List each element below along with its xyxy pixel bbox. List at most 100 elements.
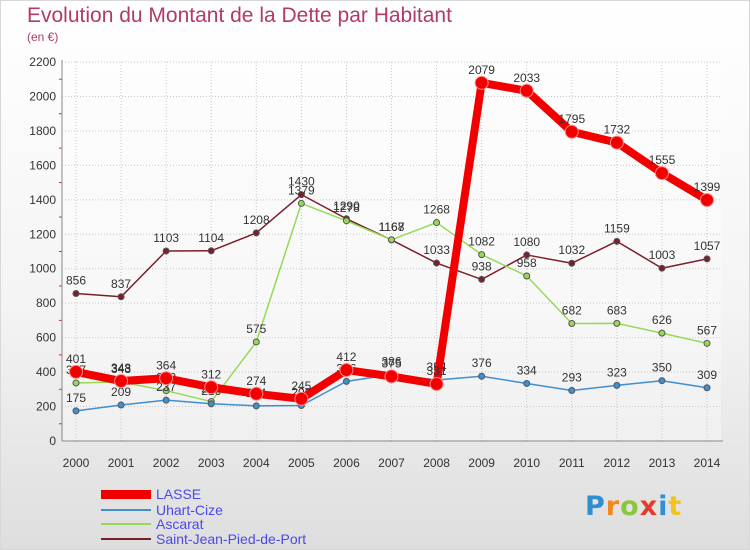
data-label-lasse: 401 bbox=[66, 352, 86, 366]
x-tick-label: 2000 bbox=[63, 456, 90, 470]
y-tick-label: 1000 bbox=[29, 262, 56, 276]
data-point-uhart-cize bbox=[523, 379, 531, 387]
data-label-ascarat: 683 bbox=[607, 303, 627, 317]
data-point-uhart-cize bbox=[478, 372, 486, 380]
data-point-lasse bbox=[654, 166, 669, 181]
data-point-saint-jean-pied-de-port bbox=[658, 264, 666, 272]
data-point-lasse bbox=[159, 371, 174, 386]
y-tick-label: 1200 bbox=[29, 227, 56, 241]
data-label-lasse: 1399 bbox=[694, 180, 721, 194]
data-label-saint-jean-pied-de-port: 1003 bbox=[649, 248, 676, 262]
data-label-lasse: 2033 bbox=[513, 71, 540, 85]
data-label-ascarat: 1268 bbox=[423, 203, 450, 217]
legend-swatch-uhart-cize bbox=[101, 509, 151, 511]
data-point-uhart-cize bbox=[252, 402, 260, 410]
y-tick-label: 1400 bbox=[29, 193, 56, 207]
x-tick-label: 2012 bbox=[604, 456, 631, 470]
data-point-saint-jean-pied-de-port bbox=[252, 229, 260, 237]
chart-subtitle: (en €) bbox=[27, 30, 59, 44]
x-tick-label: 2007 bbox=[378, 456, 405, 470]
x-tick-label: 2003 bbox=[198, 456, 225, 470]
data-label-ascarat: 1379 bbox=[288, 183, 315, 197]
data-point-lasse bbox=[700, 192, 714, 207]
x-tick-label: 2002 bbox=[153, 456, 180, 470]
legend-label: Saint-Jean-Pied-de-Port bbox=[156, 531, 307, 547]
data-label-saint-jean-pied-de-port: 1208 bbox=[243, 213, 270, 227]
data-point-ascarat bbox=[252, 338, 260, 346]
data-label-ascarat: 626 bbox=[652, 313, 672, 327]
data-point-uhart-cize bbox=[613, 381, 621, 389]
data-label-uhart-cize: 334 bbox=[517, 363, 537, 377]
data-label-ascarat: 1082 bbox=[468, 235, 495, 249]
data-label-saint-jean-pied-de-port: 1033 bbox=[423, 243, 450, 257]
data-label-ascarat: 343 bbox=[111, 362, 131, 376]
data-point-ascarat bbox=[568, 320, 576, 328]
x-tick-label: 2014 bbox=[694, 456, 721, 470]
data-label-saint-jean-pied-de-port: 1103 bbox=[153, 231, 179, 245]
data-point-uhart-cize bbox=[207, 400, 215, 408]
data-label-lasse: 274 bbox=[246, 374, 266, 388]
data-point-ascarat bbox=[342, 217, 350, 225]
legend-item-lasse: LASSE bbox=[101, 486, 201, 502]
data-point-saint-jean-pied-de-port bbox=[117, 293, 125, 301]
x-tick-label: 2008 bbox=[423, 456, 450, 470]
data-point-ascarat bbox=[388, 236, 395, 244]
data-point-uhart-cize bbox=[568, 387, 576, 395]
data-point-lasse bbox=[384, 369, 399, 384]
data-point-saint-jean-pied-de-port bbox=[207, 247, 215, 255]
data-point-saint-jean-pied-de-port bbox=[523, 251, 531, 259]
logo-letter: x bbox=[639, 491, 659, 522]
data-point-uhart-cize bbox=[162, 396, 170, 404]
data-point-lasse bbox=[429, 376, 444, 391]
y-tick-label: 1800 bbox=[29, 124, 56, 138]
data-label-uhart-cize: 323 bbox=[607, 365, 627, 379]
data-point-saint-jean-pied-de-port bbox=[433, 259, 441, 267]
data-label-saint-jean-pied-de-port: 1159 bbox=[604, 221, 630, 235]
legend-label: Uhart-Cize bbox=[156, 502, 223, 518]
data-label-saint-jean-pied-de-port: 856 bbox=[66, 274, 86, 288]
data-label-saint-jean-pied-de-port: 1104 bbox=[198, 231, 224, 245]
chart-title: Evolution du Montant de la Dette par Hab… bbox=[27, 4, 452, 27]
data-label-saint-jean-pied-de-port: 1080 bbox=[513, 235, 540, 249]
data-label-saint-jean-pied-de-port: 938 bbox=[472, 259, 492, 273]
data-label-saint-jean-pied-de-port: 1057 bbox=[694, 239, 721, 253]
legend-label: Ascarat bbox=[156, 516, 204, 532]
data-point-uhart-cize bbox=[117, 401, 125, 409]
y-tick-label: 0 bbox=[49, 434, 56, 448]
data-label-uhart-cize: 376 bbox=[472, 356, 492, 370]
data-label-uhart-cize: 309 bbox=[697, 368, 717, 382]
data-point-ascarat bbox=[703, 339, 711, 347]
y-tick-label: 1600 bbox=[29, 158, 56, 172]
data-label-lasse: 2079 bbox=[468, 63, 495, 77]
x-tick-label: 2013 bbox=[649, 456, 676, 470]
data-point-saint-jean-pied-de-port bbox=[162, 247, 170, 255]
data-label-uhart-cize: 293 bbox=[562, 371, 582, 385]
data-point-lasse bbox=[564, 124, 579, 139]
legend-item-saint-jean-pied-de-port: Saint-Jean-Pied-de-Port bbox=[101, 531, 306, 547]
data-point-saint-jean-pied-de-port bbox=[72, 290, 80, 298]
data-label-lasse: 412 bbox=[336, 350, 356, 364]
y-tick-label: 600 bbox=[36, 331, 56, 345]
data-point-ascarat bbox=[523, 272, 531, 280]
data-point-ascarat bbox=[162, 387, 170, 395]
data-label-saint-jean-pied-de-port: 1430 bbox=[288, 175, 315, 189]
data-label-ascarat: 1168 bbox=[379, 220, 405, 234]
data-label-lasse: 375 bbox=[381, 356, 401, 370]
y-tick-label: 800 bbox=[36, 296, 56, 310]
x-tick-label: 2011 bbox=[559, 456, 585, 470]
data-point-lasse bbox=[294, 391, 309, 406]
y-tick-label: 400 bbox=[36, 365, 56, 379]
data-label-lasse: 1555 bbox=[649, 153, 676, 167]
data-label-lasse: 364 bbox=[156, 358, 176, 372]
y-tick-label: 2000 bbox=[29, 89, 56, 103]
data-point-ascarat bbox=[72, 379, 80, 387]
data-label-saint-jean-pied-de-port: 837 bbox=[111, 277, 131, 291]
data-point-ascarat bbox=[297, 199, 305, 207]
x-tick-label: 2009 bbox=[468, 456, 495, 470]
data-point-saint-jean-pied-de-port bbox=[568, 259, 576, 267]
data-point-lasse bbox=[519, 83, 534, 98]
legend-swatch-saint-jean-pied-de-port bbox=[101, 538, 151, 540]
data-point-saint-jean-pied-de-port bbox=[478, 275, 486, 283]
